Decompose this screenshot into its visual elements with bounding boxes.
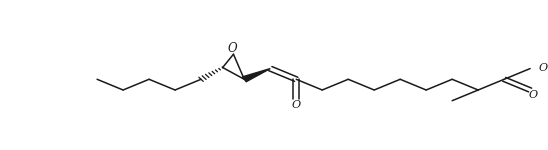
Polygon shape bbox=[242, 69, 270, 82]
Text: O: O bbox=[227, 42, 237, 55]
Text: O: O bbox=[529, 90, 538, 100]
Text: O: O bbox=[292, 100, 301, 110]
Text: O: O bbox=[539, 63, 547, 72]
